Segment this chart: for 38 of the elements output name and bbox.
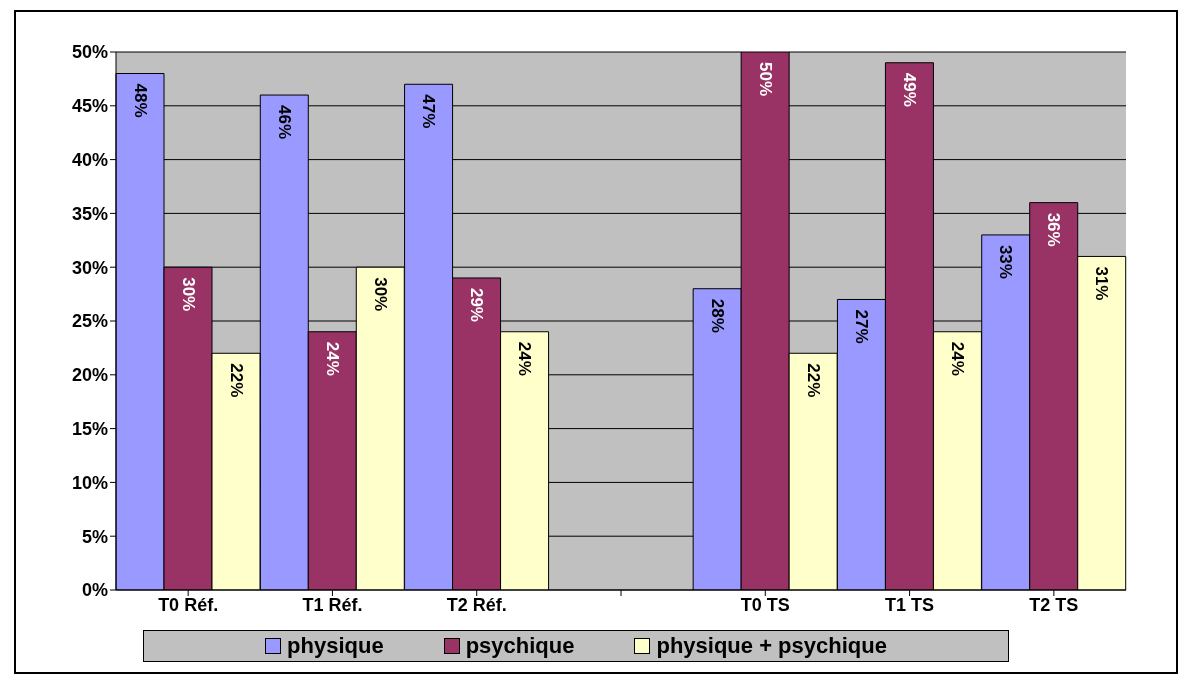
x-tick-label: T0 Réf. bbox=[158, 594, 219, 615]
data-label: 36% bbox=[1044, 212, 1064, 247]
data-label: 24% bbox=[515, 341, 535, 376]
y-tick-label: 25% bbox=[71, 311, 108, 332]
data-label: 22% bbox=[226, 363, 246, 398]
y-tick-label: 40% bbox=[71, 149, 108, 170]
y-tick-label: 45% bbox=[71, 96, 108, 117]
data-label: 24% bbox=[947, 341, 967, 376]
data-label: 22% bbox=[803, 363, 823, 398]
data-label: 46% bbox=[274, 105, 294, 140]
y-tick-label: 20% bbox=[71, 365, 108, 386]
y-tick-label: 15% bbox=[71, 418, 108, 439]
y-tick-label: 0% bbox=[81, 580, 108, 601]
data-label: 47% bbox=[419, 94, 439, 129]
y-tick-label: 10% bbox=[71, 472, 108, 493]
data-label: 27% bbox=[851, 309, 871, 344]
y-tick-label: 50% bbox=[71, 42, 108, 63]
data-label: 31% bbox=[1092, 266, 1112, 301]
legend-label: physique bbox=[286, 633, 384, 659]
y-tick-label: 35% bbox=[71, 203, 108, 224]
x-tick-label: T0 TS bbox=[740, 594, 790, 615]
data-label: 50% bbox=[755, 62, 775, 97]
x-tick-label: T2 Réf. bbox=[446, 594, 507, 615]
data-label: 49% bbox=[899, 72, 919, 107]
data-label: 48% bbox=[130, 83, 150, 118]
data-label: 28% bbox=[707, 298, 727, 333]
x-tick-label: T1 Réf. bbox=[302, 594, 363, 615]
legend-label: psychique bbox=[464, 633, 575, 659]
x-tick-label: T1 TS bbox=[885, 594, 935, 615]
data-label: 30% bbox=[178, 277, 198, 312]
data-label: 29% bbox=[467, 287, 487, 322]
y-tick-label: 5% bbox=[81, 526, 108, 547]
data-label: 30% bbox=[370, 277, 390, 312]
legend-label: physique + psychique bbox=[655, 633, 887, 659]
x-tick-label: T2 TS bbox=[1029, 594, 1079, 615]
data-label: 33% bbox=[996, 244, 1016, 279]
data-label: 24% bbox=[322, 341, 342, 376]
y-tick-label: 30% bbox=[71, 257, 108, 278]
